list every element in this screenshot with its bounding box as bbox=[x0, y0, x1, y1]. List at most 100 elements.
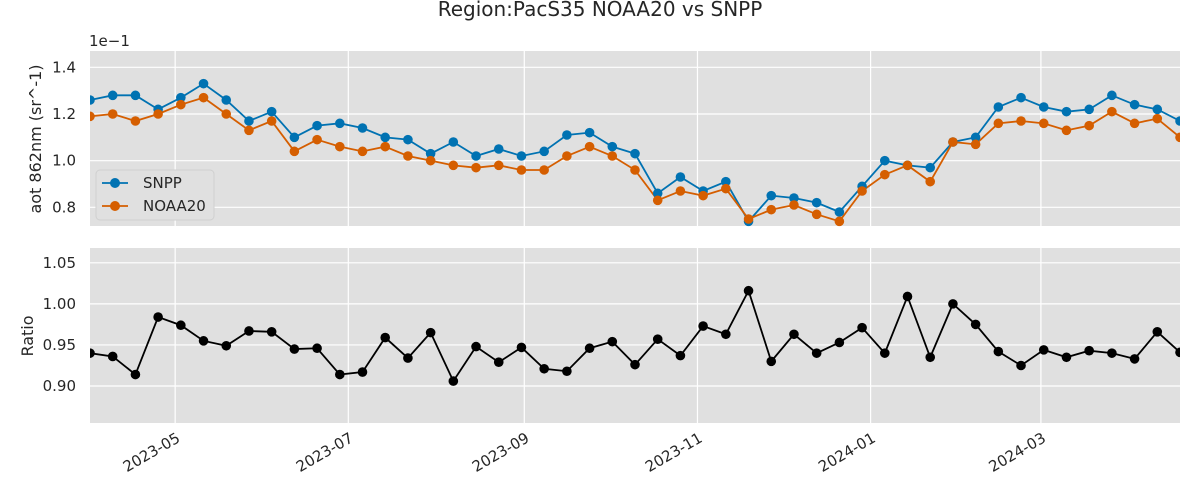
chart-title: Region:PacS35 NOAA20 vs SNPP bbox=[438, 0, 763, 21]
y-tick-label: 0.90 bbox=[43, 377, 76, 395]
data-point-snpp bbox=[176, 92, 186, 103]
y-tick-label: 1.00 bbox=[43, 295, 76, 313]
data-point-noaa20 bbox=[448, 160, 459, 171]
data-point-noaa20 bbox=[857, 186, 867, 196]
data-point-noaa20 bbox=[948, 137, 958, 147]
data-point-noaa20 bbox=[721, 183, 731, 194]
data-point-noaa20 bbox=[834, 216, 845, 227]
ratio-point bbox=[698, 321, 708, 331]
data-point-noaa20 bbox=[652, 195, 663, 206]
ratio-point bbox=[1061, 352, 1072, 363]
x-tick-label: 2023-07 bbox=[293, 429, 356, 476]
ratio-point bbox=[766, 356, 777, 367]
data-point-noaa20 bbox=[176, 99, 186, 110]
data-point-noaa20 bbox=[1152, 113, 1163, 124]
data-point-noaa20 bbox=[1107, 106, 1117, 117]
ratio-point bbox=[312, 343, 322, 354]
data-point-snpp bbox=[516, 151, 527, 161]
ratio-point bbox=[107, 351, 118, 362]
data-point-snpp bbox=[970, 132, 981, 143]
data-point-snpp bbox=[1107, 90, 1117, 101]
data-point-snpp bbox=[607, 141, 618, 152]
data-point-noaa20 bbox=[312, 134, 322, 145]
data-point-noaa20 bbox=[1129, 118, 1140, 129]
legend: SNPP NOAA20 bbox=[95, 169, 215, 221]
data-point-noaa20 bbox=[743, 214, 754, 224]
data-point-snpp bbox=[879, 155, 890, 166]
data-point-snpp bbox=[130, 90, 141, 101]
ratio-point bbox=[539, 363, 549, 374]
data-point-noaa20 bbox=[90, 111, 95, 122]
data-point-noaa20 bbox=[970, 139, 981, 150]
data-point-noaa20 bbox=[153, 109, 163, 119]
data-point-snpp bbox=[1061, 106, 1072, 117]
data-point-snpp bbox=[425, 148, 436, 159]
data-point-noaa20 bbox=[562, 151, 572, 161]
data-point-noaa20 bbox=[403, 151, 413, 161]
data-point-snpp bbox=[107, 90, 118, 101]
data-point-snpp bbox=[380, 132, 391, 143]
y-scale-label: 1e−1 bbox=[89, 32, 130, 50]
y-tick-label: 1.4 bbox=[52, 58, 76, 76]
ratio-point bbox=[811, 348, 822, 358]
ratio-point bbox=[493, 357, 504, 368]
ratio-point bbox=[948, 299, 958, 309]
data-point-noaa20 bbox=[266, 116, 277, 126]
data-point-noaa20 bbox=[1175, 132, 1180, 143]
ratio-point bbox=[380, 332, 391, 343]
ratio-point bbox=[1107, 348, 1117, 358]
data-point-snpp bbox=[312, 120, 322, 131]
data-point-noaa20 bbox=[584, 141, 595, 152]
y-tick-label: 0.95 bbox=[43, 336, 76, 354]
ratio-point bbox=[516, 342, 527, 353]
ratio-point bbox=[652, 334, 663, 344]
data-point-noaa20 bbox=[789, 200, 799, 210]
ratio-point bbox=[425, 327, 436, 338]
x-tick-label: 2024-03 bbox=[986, 429, 1049, 476]
data-point-snpp bbox=[357, 123, 368, 133]
data-point-snpp bbox=[562, 130, 572, 140]
bottom-plot-area bbox=[90, 248, 1180, 423]
data-point-snpp bbox=[630, 148, 640, 159]
ratio-point bbox=[403, 353, 413, 363]
data-point-noaa20 bbox=[107, 109, 118, 119]
ratio-point bbox=[743, 285, 754, 296]
ratio-point bbox=[153, 312, 163, 322]
legend-marker-noaa20 bbox=[110, 201, 120, 211]
ratio-point bbox=[357, 367, 368, 377]
data-point-noaa20 bbox=[630, 165, 640, 175]
data-point-noaa20 bbox=[244, 125, 254, 136]
data-point-noaa20 bbox=[334, 141, 345, 152]
ratio-point bbox=[721, 329, 731, 340]
data-point-noaa20 bbox=[1084, 120, 1094, 131]
data-point-snpp bbox=[925, 162, 936, 173]
data-point-snpp bbox=[993, 102, 1004, 112]
data-point-noaa20 bbox=[902, 160, 913, 171]
data-point-noaa20 bbox=[516, 165, 527, 175]
ratio-point bbox=[584, 343, 595, 354]
data-point-snpp bbox=[471, 151, 481, 161]
x-tick-label: 2023-05 bbox=[120, 429, 183, 476]
x-tick-label: 2024-01 bbox=[815, 429, 878, 476]
ratio-point bbox=[198, 336, 209, 346]
data-point-noaa20 bbox=[698, 190, 708, 201]
ratio-point bbox=[993, 346, 1004, 357]
data-point-noaa20 bbox=[130, 116, 141, 126]
ratio-point bbox=[902, 291, 913, 302]
ratio-point bbox=[834, 337, 845, 348]
ratio-point bbox=[879, 348, 890, 358]
data-point-noaa20 bbox=[221, 109, 232, 119]
ratio-point bbox=[244, 326, 254, 336]
ratio-point bbox=[970, 319, 981, 330]
ratio-point bbox=[1152, 327, 1163, 337]
top-plot-area bbox=[90, 51, 1180, 226]
data-point-noaa20 bbox=[289, 146, 300, 157]
data-point-noaa20 bbox=[198, 92, 209, 103]
legend-marker-snpp bbox=[110, 178, 120, 188]
data-point-noaa20 bbox=[357, 146, 368, 157]
ratio-point bbox=[1084, 345, 1094, 356]
data-point-snpp bbox=[198, 78, 209, 89]
data-point-snpp bbox=[1152, 104, 1163, 115]
ratio-point bbox=[1016, 360, 1026, 371]
ratio-point bbox=[607, 336, 618, 347]
